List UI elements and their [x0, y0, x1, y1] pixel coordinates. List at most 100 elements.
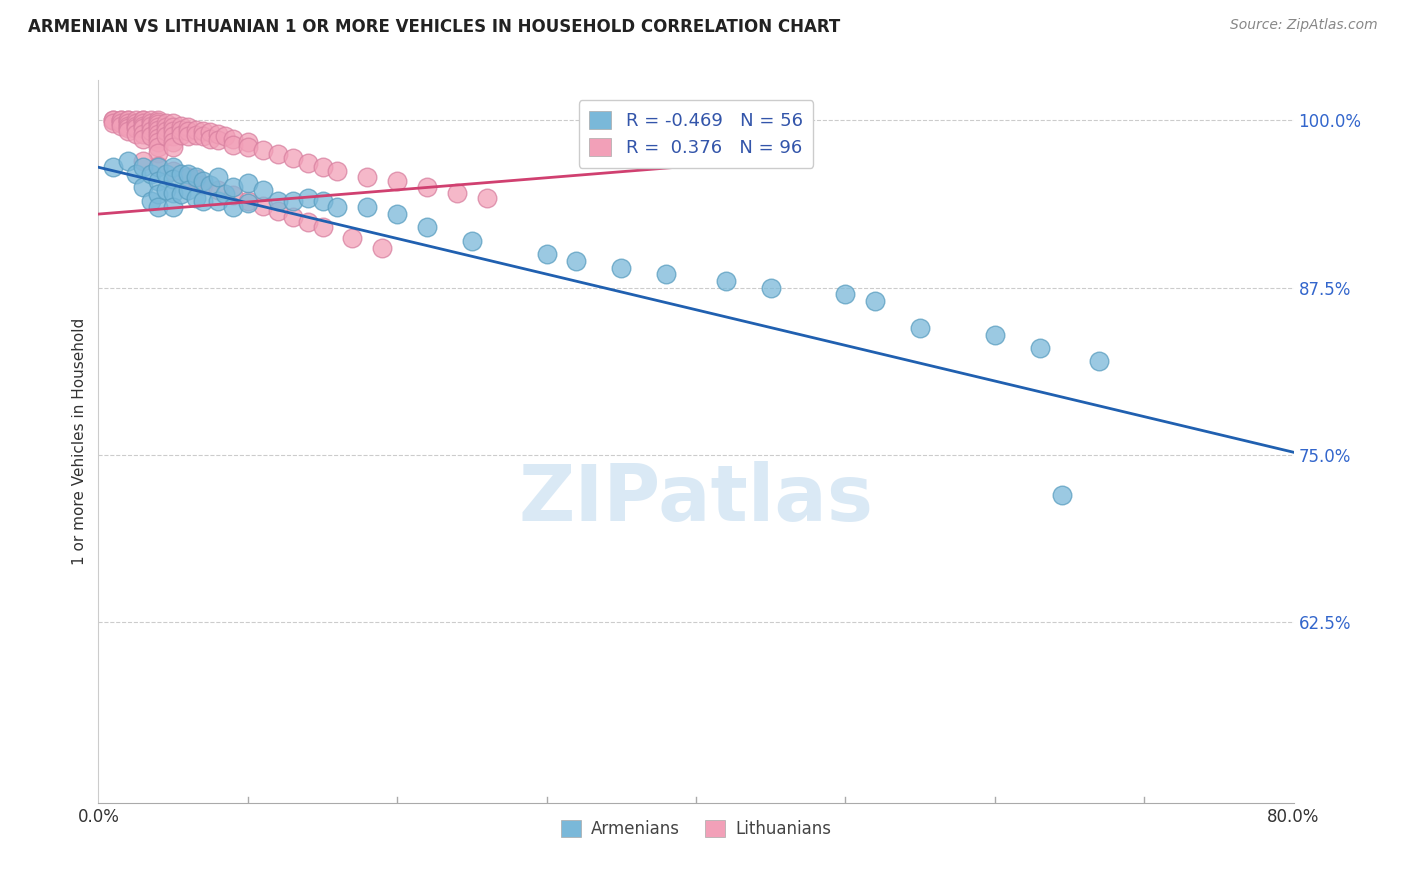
Point — [132, 121, 155, 136]
Point — [148, 135, 170, 149]
Point — [125, 116, 148, 130]
Point — [177, 167, 200, 181]
Point — [132, 119, 155, 133]
Point — [222, 201, 245, 215]
Point — [148, 131, 170, 145]
Point — [148, 174, 170, 188]
Point — [267, 204, 290, 219]
Point — [385, 207, 409, 221]
Point — [132, 113, 155, 128]
Point — [236, 196, 259, 211]
Point — [759, 281, 782, 295]
Point — [984, 327, 1007, 342]
Point — [326, 201, 349, 215]
Point — [207, 194, 229, 208]
Point — [148, 113, 170, 128]
Point — [148, 117, 170, 131]
Point — [117, 113, 139, 128]
Point — [132, 153, 155, 168]
Point — [207, 183, 229, 197]
Point — [169, 187, 191, 202]
Point — [1088, 354, 1111, 368]
Text: ARMENIAN VS LITHUANIAN 1 OR MORE VEHICLES IN HOUSEHOLD CORRELATION CHART: ARMENIAN VS LITHUANIAN 1 OR MORE VEHICLE… — [28, 18, 841, 36]
Point — [155, 129, 177, 144]
Point — [139, 124, 162, 138]
Text: Source: ZipAtlas.com: Source: ZipAtlas.com — [1230, 18, 1378, 32]
Point — [162, 172, 184, 186]
Point — [132, 127, 155, 141]
Point — [371, 240, 394, 255]
Text: ZIPatlas: ZIPatlas — [519, 461, 873, 537]
Point — [267, 147, 290, 161]
Point — [155, 183, 177, 197]
Point — [169, 123, 191, 137]
Point — [125, 127, 148, 141]
Point — [125, 119, 148, 133]
Point — [214, 129, 236, 144]
Point — [117, 113, 139, 128]
Point — [169, 167, 191, 181]
Point — [834, 287, 856, 301]
Point — [236, 194, 259, 208]
Point — [191, 174, 214, 188]
Point — [110, 116, 132, 130]
Point — [200, 125, 222, 139]
Point — [655, 268, 678, 282]
Point — [117, 119, 139, 133]
Point — [184, 169, 207, 184]
Point — [139, 119, 162, 133]
Point — [162, 120, 184, 135]
Point — [222, 188, 245, 202]
Point — [148, 127, 170, 141]
Point — [416, 220, 439, 235]
Point — [184, 191, 207, 205]
Point — [162, 186, 184, 200]
Point — [148, 115, 170, 129]
Point — [148, 201, 170, 215]
Point — [148, 159, 170, 173]
Point — [177, 120, 200, 135]
Point — [222, 180, 245, 194]
Point — [297, 191, 319, 205]
Point — [236, 135, 259, 149]
Point — [311, 220, 333, 235]
Point — [184, 172, 207, 186]
Point — [326, 164, 349, 178]
Point — [125, 121, 148, 136]
Point — [177, 183, 200, 197]
Point — [132, 161, 155, 175]
Point — [311, 194, 333, 208]
Point — [110, 119, 132, 133]
Point — [252, 199, 274, 213]
Point — [214, 187, 236, 202]
Point — [162, 124, 184, 138]
Point — [356, 169, 378, 184]
Point — [177, 169, 200, 184]
Point — [222, 132, 245, 146]
Point — [1028, 341, 1050, 355]
Point — [184, 128, 207, 143]
Point — [191, 178, 214, 192]
Point — [132, 116, 155, 130]
Point — [148, 145, 170, 160]
Point — [281, 194, 304, 208]
Point — [207, 127, 229, 141]
Point — [103, 113, 125, 128]
Point — [110, 113, 132, 128]
Point — [714, 274, 737, 288]
Point — [148, 140, 170, 154]
Point — [155, 116, 177, 130]
Point — [191, 194, 214, 208]
Point — [252, 183, 274, 197]
Point — [117, 116, 139, 130]
Point — [155, 124, 177, 138]
Point — [207, 169, 229, 184]
Point — [191, 129, 214, 144]
Point — [139, 129, 162, 144]
Point — [110, 113, 132, 128]
Point — [169, 119, 191, 133]
Point — [475, 191, 498, 205]
Point — [132, 180, 155, 194]
Point — [236, 140, 259, 154]
Point — [132, 132, 155, 146]
